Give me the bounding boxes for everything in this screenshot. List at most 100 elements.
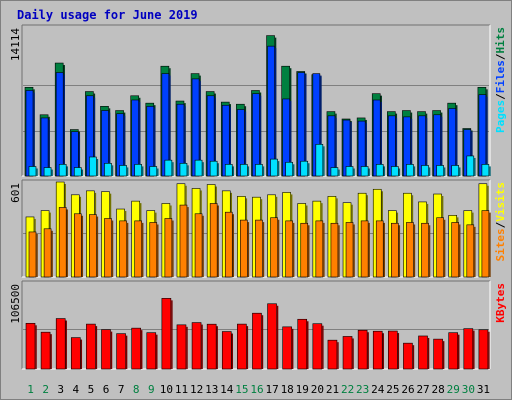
bar-pages	[149, 166, 158, 177]
bar-sites	[149, 222, 158, 278]
bar-sites	[391, 222, 399, 278]
day-label: 2	[42, 383, 49, 396]
bar-kbytes	[418, 335, 428, 370]
bar-sites	[179, 204, 188, 278]
legend-pages: Pages	[494, 100, 507, 133]
bar-kbytes	[463, 328, 474, 370]
day-label: 8	[133, 383, 140, 396]
bar-sites	[224, 211, 233, 278]
bar-kbytes	[433, 338, 443, 370]
bar-sites	[119, 220, 127, 278]
bar-sites	[360, 220, 369, 278]
bar-sites	[134, 220, 142, 278]
bar-files	[478, 94, 487, 177]
day-label: 21	[326, 383, 339, 396]
bar-files	[327, 115, 336, 177]
chart-title: Daily usage for June 2019	[17, 8, 198, 22]
day-label: 6	[103, 383, 110, 396]
bar-pages	[391, 166, 399, 177]
day-label: 10	[160, 383, 173, 396]
legend-files: Files	[494, 60, 507, 93]
day-label: 18	[281, 383, 294, 396]
bar-pages	[58, 164, 67, 177]
bar-kbytes	[55, 318, 66, 370]
bar-pages	[285, 161, 293, 177]
bar-pages	[375, 164, 384, 177]
bar-pages	[224, 164, 233, 177]
day-label: 7	[118, 383, 125, 396]
bar-sites	[255, 219, 263, 278]
y-max-label: 14114	[9, 28, 22, 61]
bar-sites	[164, 218, 173, 278]
bar-pages	[104, 163, 112, 177]
bar-pages	[89, 156, 97, 177]
bar-kbytes	[237, 323, 247, 370]
bar-kbytes	[267, 303, 277, 370]
day-label: 29	[447, 383, 460, 396]
legend-separator: /	[494, 93, 507, 100]
bar-kbytes	[221, 331, 232, 370]
day-label: 11	[175, 383, 188, 396]
bar-kbytes	[312, 323, 323, 370]
bar-files	[297, 72, 306, 177]
bar-kbytes	[206, 323, 217, 370]
bar-pages	[421, 165, 429, 177]
day-label: 19	[296, 383, 309, 396]
bar-kbytes	[70, 337, 81, 370]
day-label: 26	[401, 383, 414, 396]
bar-pages	[270, 158, 278, 177]
bar-sites	[300, 222, 309, 278]
bar-pages	[436, 165, 444, 177]
bar-kbytes	[357, 329, 368, 370]
bar-pages	[451, 165, 460, 177]
bar-pages	[194, 159, 203, 177]
day-label: 23	[356, 383, 369, 396]
day-label: 31	[477, 383, 490, 396]
day-label: 28	[432, 383, 445, 396]
bar-kbytes	[252, 312, 262, 370]
bar-kbytes	[161, 298, 172, 370]
bar-pages	[481, 164, 490, 177]
bar-files	[252, 93, 260, 177]
bar-pages	[255, 164, 263, 177]
bar-kbytes	[25, 322, 36, 370]
day-label: 3	[57, 383, 64, 396]
day-label: 27	[416, 383, 429, 396]
day-label: 4	[73, 383, 80, 396]
bar-sites	[104, 218, 112, 278]
legend-separator: /	[494, 53, 507, 60]
bar-kbytes	[327, 339, 338, 370]
bar-kbytes	[101, 329, 111, 370]
day-label: 15	[235, 383, 248, 396]
bar-sites	[240, 219, 248, 278]
day-label: 20	[311, 383, 324, 396]
day-label: 1	[27, 383, 34, 396]
bar-pages	[209, 160, 218, 177]
bar-pages	[345, 166, 354, 177]
bar-files	[267, 45, 275, 177]
bar-sites	[270, 217, 278, 278]
bar-kbytes	[478, 329, 489, 370]
bar-pages	[134, 164, 142, 177]
bar-kbytes	[131, 327, 141, 370]
bar-sites	[89, 214, 97, 278]
bar-kbytes	[342, 336, 353, 370]
bar-kbytes	[176, 324, 187, 370]
bar-pages	[360, 166, 369, 177]
bar-files	[146, 106, 155, 177]
bar-pages	[179, 163, 188, 177]
bar-sites	[421, 222, 429, 278]
bar-sites	[315, 220, 324, 278]
bar-sites	[481, 210, 490, 278]
day-label: 12	[190, 383, 203, 396]
bar-kbytes	[372, 330, 383, 370]
day-label: 22	[341, 383, 354, 396]
bar-pages	[73, 167, 82, 177]
bar-kbytes	[116, 333, 126, 370]
day-label: 16	[250, 383, 263, 396]
bar-kbytes	[403, 342, 413, 370]
bar-kbytes	[448, 332, 459, 370]
legend-hits_files_pages: Pages/Files/Hits	[494, 27, 507, 133]
bar-sites	[406, 222, 414, 278]
legend-sites: Sites	[494, 228, 507, 261]
